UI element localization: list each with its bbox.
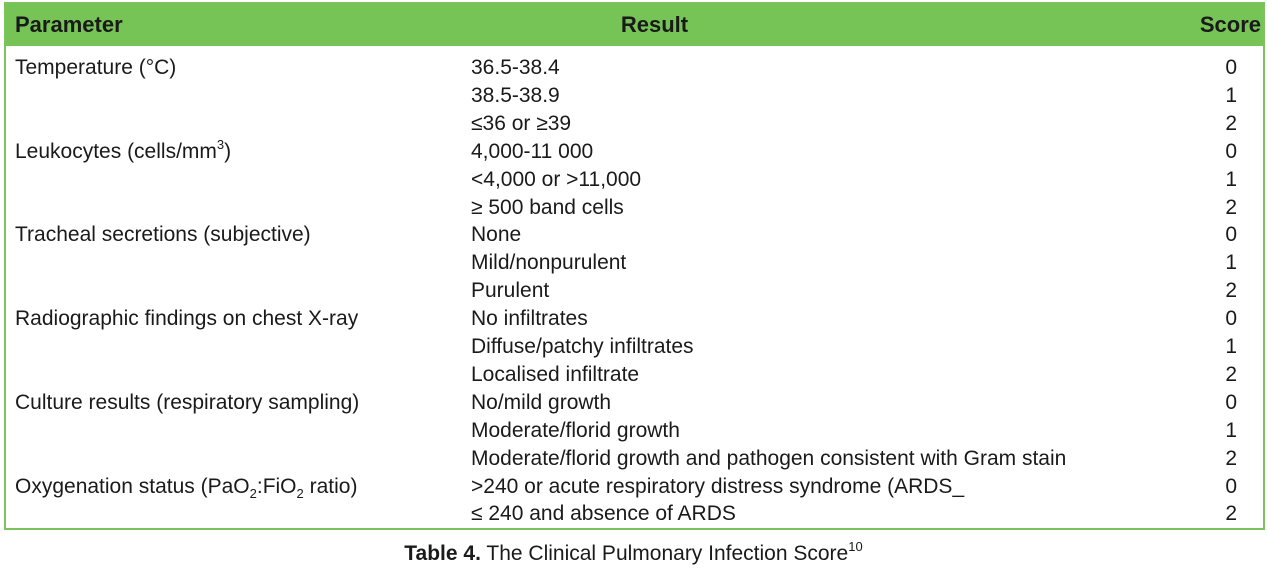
cell-score: 0 bbox=[1225, 390, 1237, 414]
cell-result: No infiltrates bbox=[471, 307, 588, 331]
table-row: Temperature (°C) 36.5-38.4 0 bbox=[6, 54, 1263, 82]
cell-parameter: Culture results (respiratory sampling) bbox=[15, 390, 360, 414]
caption-text: The Clinical Pulmonary Infection Score bbox=[486, 542, 849, 565]
cell-parameter: Leukocytes (cells/mm3) bbox=[15, 136, 232, 163]
cell-parameter: Oxygenation status (PaO2:FiO2 ratio) bbox=[15, 474, 358, 501]
cell-score: 2 bbox=[1225, 195, 1237, 219]
header-score: Score bbox=[1199, 12, 1261, 37]
table-row: Tracheal secretions (subjective) None 0 bbox=[6, 221, 1263, 249]
data-table: Parameter Result Score Temperature (°C) 3… bbox=[4, 2, 1265, 530]
cell-result: Purulent bbox=[471, 279, 550, 303]
table-row: ≤36 or ≥39 2 bbox=[6, 110, 1263, 138]
cell-score: 2 bbox=[1225, 111, 1237, 135]
cell-result: ≤36 or ≥39 bbox=[471, 111, 572, 135]
table-row: Radiographic findings on chest X-ray No i… bbox=[6, 305, 1263, 333]
table-header-row: Parameter Result Score bbox=[6, 4, 1263, 46]
cell-score: 1 bbox=[1225, 83, 1237, 107]
cell-parameter: Tracheal secretions (subjective) bbox=[15, 223, 311, 247]
cell-score: 0 bbox=[1225, 56, 1237, 79]
table-caption: Table 4. The Clinical Pulmonary Infectio… bbox=[0, 540, 1267, 568]
cell-result: None bbox=[471, 223, 522, 247]
cell-result: 38.5-38.9 bbox=[471, 83, 560, 107]
cell-score: 0 bbox=[1225, 139, 1237, 163]
cell-result: ≤ 240 and absence of ARDS bbox=[471, 502, 736, 526]
table-row: 38.5-38.9 1 bbox=[6, 82, 1263, 110]
caption-reference: 10 bbox=[848, 539, 863, 554]
header-parameter: Parameter bbox=[15, 12, 123, 37]
table-row: Localised infiltrate 2 bbox=[6, 361, 1263, 389]
table-row: Moderate/florid growth and pathogen cons… bbox=[6, 445, 1263, 473]
cell-result: Diffuse/patchy infiltrates bbox=[471, 335, 694, 358]
cell-score: 1 bbox=[1225, 251, 1237, 275]
cell-parameter: Radiographic findings on chest X-ray bbox=[15, 307, 359, 331]
table-row: ≥ 500 band cells 2 bbox=[6, 194, 1263, 222]
cell-score: 0 bbox=[1225, 474, 1237, 498]
table-row: <4,000 or >11,000 1 bbox=[6, 166, 1263, 194]
cell-result: Moderate/florid growth bbox=[471, 418, 680, 442]
cell-result: No/mild growth bbox=[471, 390, 612, 414]
cell-score: 0 bbox=[1225, 307, 1237, 331]
cell-score: 1 bbox=[1225, 167, 1237, 191]
cell-result: Mild/nonpurulent bbox=[471, 251, 627, 275]
cell-result: Localised infiltrate bbox=[471, 362, 640, 386]
cell-result: ≥ 500 band cells bbox=[471, 195, 624, 219]
cell-result: Moderate/florid growth and pathogen cons… bbox=[471, 446, 1067, 470]
table-row: Oxygenation status (PaO2:FiO2 ratio) >240… bbox=[6, 473, 1263, 501]
cell-score: 0 bbox=[1225, 223, 1237, 247]
cell-score: 2 bbox=[1225, 279, 1237, 303]
cell-score: 1 bbox=[1225, 418, 1237, 442]
cell-result: >240 or acute respiratory distress syndr… bbox=[471, 474, 965, 498]
cell-score: 2 bbox=[1225, 446, 1237, 470]
table-row: Purulent 2 bbox=[6, 277, 1263, 305]
cell-score: 2 bbox=[1225, 362, 1237, 386]
cell-result: 36.5-38.4 bbox=[471, 56, 560, 79]
table-row: Diffuse/patchy infiltrates 1 bbox=[6, 333, 1263, 361]
table-row: Leukocytes (cells/mm3) 4,000-11 000 0 bbox=[6, 138, 1263, 166]
cell-result: 4,000-11 000 bbox=[471, 139, 594, 163]
table-row: Mild/nonpurulent 1 bbox=[6, 249, 1263, 277]
cell-result: <4,000 or >11,000 bbox=[471, 167, 642, 191]
table-row: ≤ 240 and absence of ARDS 2 bbox=[6, 500, 1263, 528]
cell-parameter: Temperature (°C) bbox=[15, 56, 177, 79]
cell-score: 2 bbox=[1225, 502, 1237, 526]
header-result: Result bbox=[620, 12, 689, 37]
table-row: Moderate/florid growth 1 bbox=[6, 417, 1263, 445]
caption-label: Table 4. bbox=[404, 542, 481, 565]
cell-score: 1 bbox=[1225, 335, 1237, 358]
table-row: Culture results (respiratory sampling) No… bbox=[6, 389, 1263, 417]
